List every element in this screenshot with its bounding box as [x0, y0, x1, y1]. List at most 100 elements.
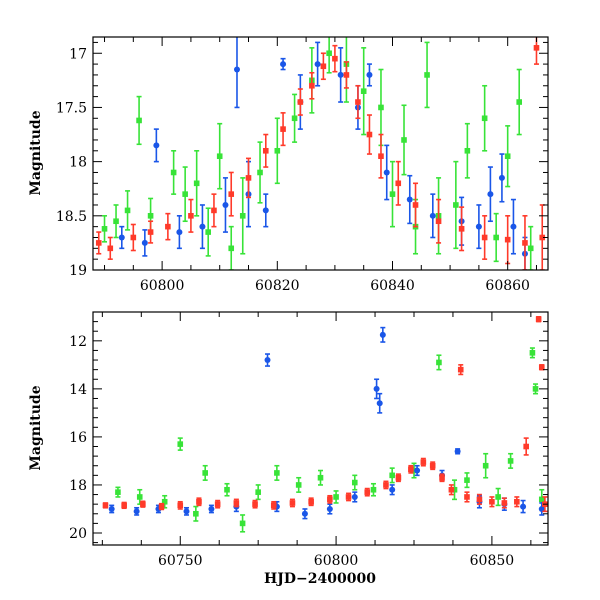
top-red-point-6 [211, 193, 217, 228]
top-red-point-7 [228, 171, 235, 217]
top-blue-point-19 [475, 204, 482, 250]
bottom-green-point-0 [115, 486, 121, 498]
top-red-point-22 [458, 206, 465, 252]
top-green-point-18 [360, 47, 367, 136]
bottom-blue-point-13 [379, 326, 386, 343]
bottom-blue-point-9 [326, 503, 333, 515]
bottom-y-tick-label-1: 14 [69, 382, 87, 398]
bottom-y-tick-label-4: 20 [69, 526, 87, 542]
top-green-point-25 [453, 160, 459, 250]
top-green-point-0 [101, 215, 108, 243]
bottom-x-tick-label-0: 60750 [158, 553, 203, 569]
top-x-tick-label-3: 60860 [485, 278, 530, 294]
bottom-red-point-1 [121, 501, 127, 510]
bottom-blue-point-0 [108, 504, 115, 514]
bottom-green-point-21 [495, 487, 501, 507]
top-red-point-13 [320, 52, 327, 81]
top-red-point-23 [481, 215, 488, 260]
bottom-panel-frame [92, 311, 549, 546]
top-red-point-3 [147, 220, 154, 244]
top-blue-point-12 [337, 47, 344, 103]
top-red-point-1 [107, 236, 114, 260]
top-green-point-5 [170, 149, 177, 195]
top-green-point-3 [136, 95, 142, 146]
top-red-point-25 [522, 215, 528, 270]
bottom-blue-point-8 [301, 508, 308, 520]
bottom-red-point-4 [177, 500, 184, 510]
top-red-point-0 [95, 231, 102, 255]
bottom-y-tick-label-3: 18 [69, 478, 87, 494]
bottom-red-point-16 [395, 473, 402, 483]
bottom-red-point-9 [270, 500, 277, 510]
top-red-point-2 [130, 223, 137, 252]
top-green-point-10 [228, 225, 235, 270]
top-y-tick-label-0: 17 [69, 46, 87, 62]
bottom-red-point-26 [501, 497, 508, 509]
top-blue-point-21 [498, 153, 505, 203]
bottom-blue-point-4 [208, 504, 215, 514]
top-red-point-14 [332, 44, 338, 73]
bottom-red-point-14 [364, 487, 371, 497]
top-green-point-2 [124, 190, 131, 231]
bottom-red-point-19 [429, 461, 436, 471]
bottom-green-point-9 [274, 464, 280, 481]
top-y-tick-label-4: 19 [69, 263, 87, 279]
bottom-x-tick-label-2: 60850 [470, 553, 515, 569]
top-red-point-24 [504, 215, 511, 265]
bottom-green-point-8 [255, 484, 261, 501]
top-green-point-6 [182, 166, 188, 223]
top-blue-point-5 [222, 177, 229, 233]
bottom-blue-point-10 [351, 491, 358, 503]
top-red-point-10 [280, 112, 286, 147]
bottom-red-point-24 [476, 493, 483, 505]
top-panel: 60800 60820 60840 60860 17 17.5 18 18.5 19 Magni… [28, 36, 549, 294]
bottom-red-point-6 [214, 499, 221, 509]
bottom-green-point-20 [482, 452, 489, 479]
bottom-green-point-19 [464, 472, 470, 489]
top-y-tick-label-2: 18 [69, 155, 87, 171]
top-red-point-15 [343, 61, 350, 89]
top-red-point-12 [309, 71, 315, 100]
bottom-green-point-10 [295, 476, 302, 493]
top-green-point-13 [274, 117, 281, 185]
top-green-point-8 [205, 207, 211, 257]
top-green-point-23 [424, 41, 430, 109]
top-red-point-8 [245, 157, 252, 199]
bottom-panel: 60750 60800 60850 12 14 16 18 20 Magnitude HJD−… [28, 311, 549, 587]
top-blue-point-9 [280, 57, 287, 71]
bottom-blue-point-20 [520, 499, 527, 514]
top-green-point-11 [239, 177, 246, 255]
bottom-red-point-15 [383, 480, 389, 490]
bottom-red-point-11 [308, 497, 314, 507]
bottom-green-point-16 [411, 462, 417, 479]
top-red-point-20 [412, 182, 419, 228]
top-y-tick-label-1: 17.5 [56, 100, 87, 116]
top-red-point-18 [378, 133, 384, 179]
bottom-red-point-18 [420, 457, 427, 467]
bottom-red-point-13 [345, 492, 352, 502]
top-blue-point-0 [118, 225, 125, 250]
bottom-red-point-0 [102, 502, 109, 509]
bottom-red-point-8 [252, 499, 258, 509]
bottom-x-tick-label-1: 60800 [314, 553, 359, 569]
bottom-green-point-4 [193, 505, 199, 522]
bottom-blue-point-11 [373, 378, 380, 400]
bottom-green-point-22 [507, 452, 514, 469]
bottom-green-point-17 [436, 354, 442, 371]
bottom-red-point-3 [158, 502, 165, 511]
bottom-green-point-5 [202, 464, 208, 481]
top-blue-point-17 [429, 193, 436, 239]
top-green-point-20 [389, 160, 396, 228]
bottom-red-point-5 [196, 497, 202, 507]
top-blue-point-6 [233, 37, 240, 109]
top-green-point-31 [527, 225, 534, 270]
top-red-point-4 [165, 212, 171, 241]
top-red-point-17 [366, 114, 373, 155]
bottom-red-point-29 [535, 316, 542, 323]
top-green-point-30 [516, 68, 523, 136]
top-blue-point-2 [153, 128, 160, 163]
top-red-point-5 [188, 198, 194, 233]
bottom-red-point-17 [408, 464, 414, 474]
top-green-point-27 [481, 84, 488, 152]
